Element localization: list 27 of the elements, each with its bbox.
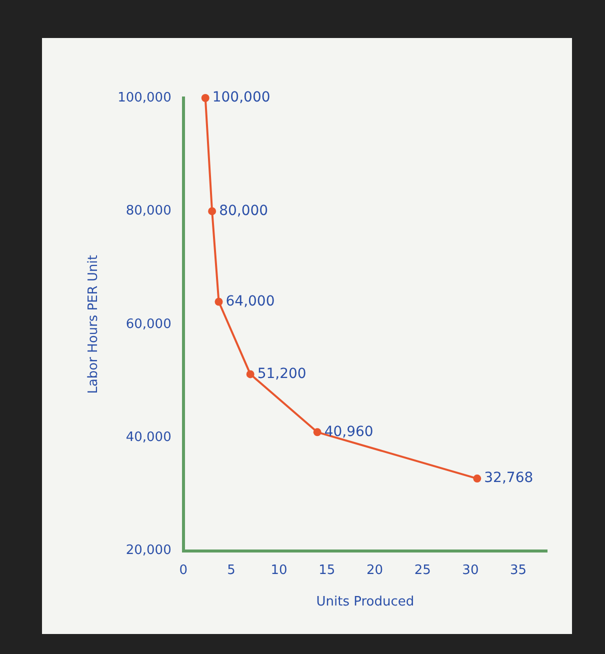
text: 100,000	[212, 90, 270, 106]
x-tick-label: 35	[510, 562, 527, 578]
y-tick-label: 60,000	[126, 316, 172, 332]
y-tick-label: 20,000	[126, 543, 172, 558]
x-tick-label: 0	[179, 562, 188, 578]
text: 64,000	[226, 293, 275, 310]
y-tick-label: 80,000	[126, 204, 172, 219]
x-tick-label: 20	[366, 562, 384, 578]
x-tick-label: 15	[318, 562, 336, 578]
point	[208, 207, 216, 216]
y-axis-title: Labor Hours PER Unit	[86, 255, 102, 394]
x-tick-label: 25	[414, 562, 431, 578]
point	[201, 94, 210, 102]
x-tick-label: 5	[227, 562, 236, 578]
y-tick-label: 40,000	[126, 430, 172, 445]
point	[214, 298, 223, 306]
y-tick-label: 100,000	[118, 90, 172, 106]
point	[313, 428, 322, 436]
point	[246, 370, 254, 378]
text: 32,768	[484, 470, 534, 486]
x-tick-label: 10	[270, 562, 288, 578]
point	[473, 474, 482, 483]
text: 80,000	[219, 202, 268, 219]
text: 51,200	[257, 366, 306, 382]
x-axis-title: Units Produced	[316, 594, 414, 610]
x-tick-label: 30	[462, 562, 479, 578]
text: 40,960	[324, 424, 374, 440]
